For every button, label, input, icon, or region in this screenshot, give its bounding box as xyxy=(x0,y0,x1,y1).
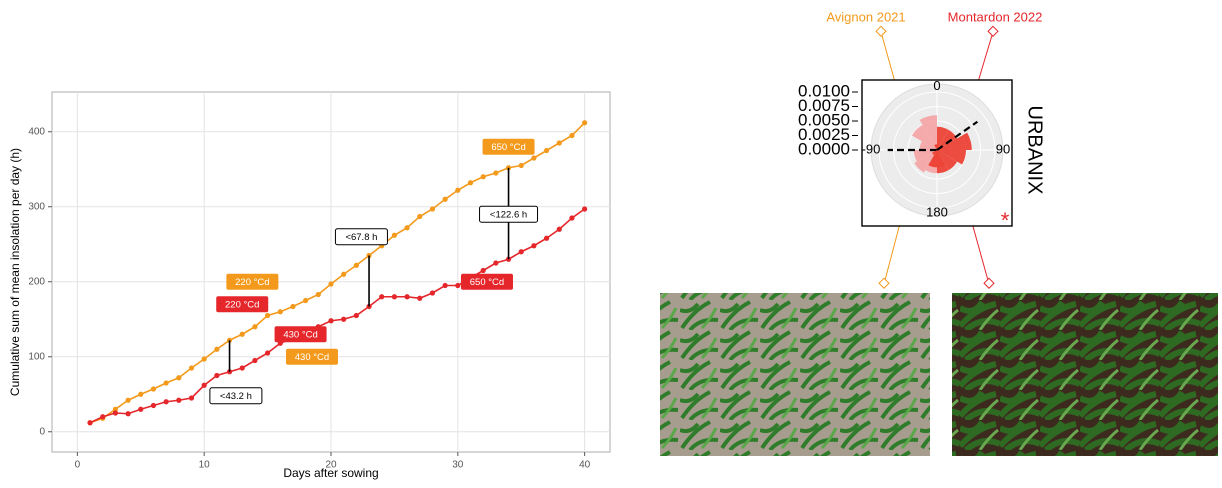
data-point xyxy=(392,294,397,299)
figure: 0102030400100200300400Days after sowingC… xyxy=(0,0,1222,483)
data-point xyxy=(164,399,169,404)
data-point xyxy=(252,358,257,363)
data-point xyxy=(303,298,308,303)
data-point xyxy=(404,225,409,230)
annotation-label: 220 °Cd xyxy=(235,277,269,288)
data-point xyxy=(544,236,549,241)
data-point xyxy=(544,148,549,153)
data-point xyxy=(468,180,473,185)
data-point xyxy=(202,356,207,361)
y-tick-label: 100 xyxy=(28,351,45,362)
data-point xyxy=(138,407,143,412)
data-point xyxy=(443,283,448,288)
data-point xyxy=(214,373,219,378)
data-point xyxy=(176,375,181,380)
data-point xyxy=(100,414,105,419)
data-point xyxy=(265,313,270,318)
legend-label: Montardon 2022 xyxy=(948,9,1043,24)
data-point xyxy=(252,324,257,329)
data-point xyxy=(481,268,486,273)
photo-montardon xyxy=(952,293,1218,456)
data-point xyxy=(189,395,194,400)
data-point xyxy=(354,313,359,318)
annotation-label: 430 °Cd xyxy=(283,329,317,340)
annotation-label: <122.6 h xyxy=(490,209,527,220)
annotation-label: 650 °Cd xyxy=(491,142,525,153)
data-point xyxy=(569,215,574,220)
y-tick-label: 0 xyxy=(39,426,45,437)
data-point xyxy=(493,260,498,265)
y-tick-label: 300 xyxy=(28,201,45,212)
data-point xyxy=(582,206,587,211)
data-point xyxy=(278,309,283,314)
data-point xyxy=(138,392,143,397)
data-point xyxy=(151,403,156,408)
data-point xyxy=(341,272,346,277)
r-tick-label: 0.0100 xyxy=(798,81,850,100)
data-point xyxy=(519,163,524,168)
data-point xyxy=(125,398,130,403)
data-point xyxy=(557,140,562,145)
data-point xyxy=(531,243,536,248)
data-point xyxy=(557,227,562,232)
data-point xyxy=(455,283,460,288)
data-point xyxy=(404,294,409,299)
angle-tick-label: 180 xyxy=(926,205,948,220)
data-point xyxy=(113,410,118,415)
data-point xyxy=(519,249,524,254)
x-tick-label: 40 xyxy=(579,460,591,471)
data-point xyxy=(214,347,219,352)
x-tick-label: 0 xyxy=(75,460,81,471)
x-tick-label: 30 xyxy=(452,460,464,471)
data-point xyxy=(189,365,194,370)
y-axis-title: Cumulative sum of mean insolation per da… xyxy=(8,148,22,396)
data-point xyxy=(354,263,359,268)
angle-tick-label: 90 xyxy=(996,141,1010,156)
data-point xyxy=(290,304,295,309)
legend-label: Avignon 2021 xyxy=(826,9,905,24)
data-point xyxy=(392,233,397,238)
data-point xyxy=(240,365,245,370)
data-point xyxy=(430,290,435,295)
data-point xyxy=(493,170,498,175)
annotation-label: <67.8 h xyxy=(345,232,377,243)
data-point xyxy=(443,197,448,202)
angle-tick-label: 0 xyxy=(933,78,940,93)
data-point xyxy=(176,398,181,403)
data-point xyxy=(202,383,207,388)
data-point xyxy=(481,174,486,179)
data-point xyxy=(240,332,245,337)
data-point xyxy=(125,411,130,416)
annotation-label: <43.2 h xyxy=(220,391,252,402)
y-tick-label: 400 xyxy=(28,126,45,137)
data-point xyxy=(341,317,346,322)
data-point xyxy=(164,380,169,385)
x-tick-label: 10 xyxy=(199,460,211,471)
data-point xyxy=(265,350,270,355)
data-point xyxy=(151,386,156,391)
data-point xyxy=(328,318,333,323)
annotation-label: 220 °Cd xyxy=(225,299,259,310)
y-tick-label: 200 xyxy=(28,276,45,287)
data-point xyxy=(569,133,574,138)
annotation-label: 430 °Cd xyxy=(295,352,329,363)
data-point xyxy=(328,281,333,286)
data-point xyxy=(455,188,460,193)
data-point xyxy=(316,292,321,297)
data-point xyxy=(417,214,422,219)
marker: * xyxy=(1001,208,1010,233)
photo-avignon xyxy=(660,293,930,456)
data-point xyxy=(430,206,435,211)
annotation-label: 650 °Cd xyxy=(470,277,504,288)
x-axis-title: Days after sowing xyxy=(283,466,378,480)
angle-tick-label: -90 xyxy=(862,141,881,156)
data-point xyxy=(417,296,422,301)
data-point xyxy=(531,155,536,160)
data-point xyxy=(379,294,384,299)
polar-title: URBANIX xyxy=(1024,106,1046,195)
data-point xyxy=(87,420,92,425)
data-point xyxy=(582,120,587,125)
